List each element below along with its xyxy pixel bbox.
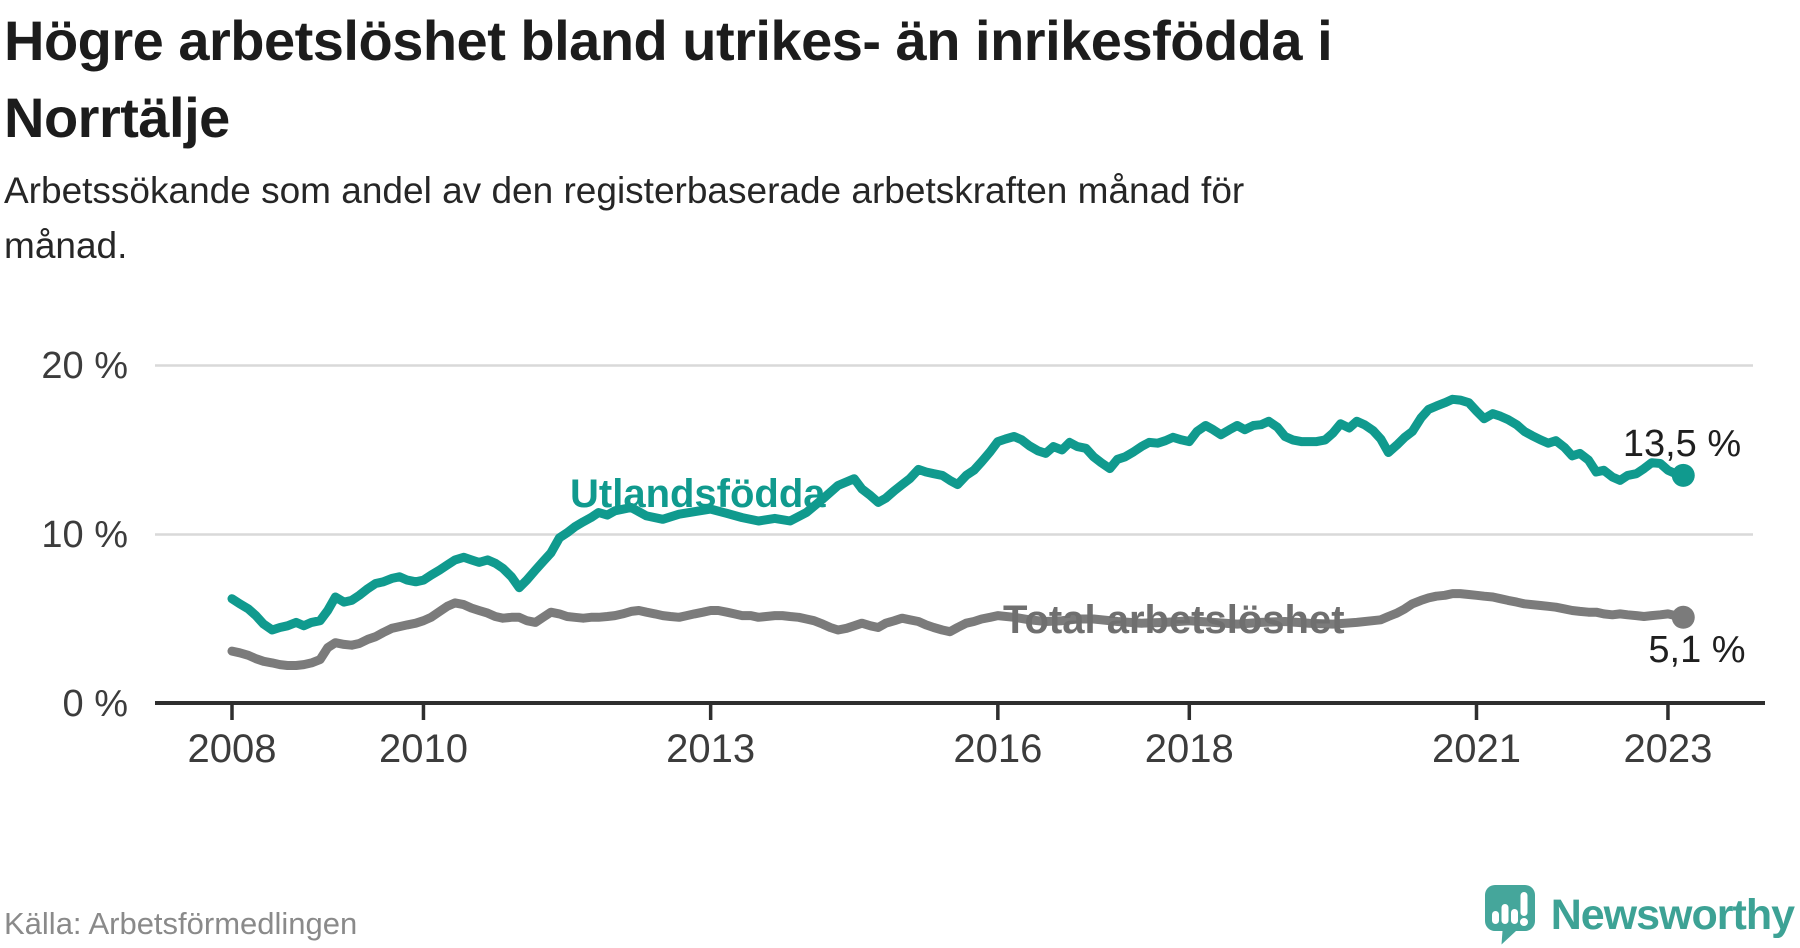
subtitle-line-1: Arbetssökande som andel av den registerb… [4,170,1245,211]
series-line-total-arbetsloshet [227,589,1688,670]
series-label-utlandsfodda: Utlandsfödda [570,472,826,516]
newsworthy-bubble-chart-icon [1484,885,1535,945]
y-tick-label: 0 % [62,682,128,725]
y-tick-label: 10 % [41,513,128,556]
source-note: Källa: Arbetsförmedlingen [4,906,358,941]
series-end-dot-total-arbetsloshet [1671,605,1695,629]
x-tick-label: 2023 [1623,727,1713,771]
x-tick-label: 2018 [1144,727,1234,771]
series-line-utlandsfodda [227,394,1688,635]
series-end-dot-utlandsfodda [1671,463,1695,487]
end-value-utlandsfodda: 13,5 % [1622,423,1742,465]
y-tick-label: 20 % [41,344,128,387]
title-line-1: Högre arbetslöshet bland utrikes- än inr… [4,9,1333,72]
x-tick-label: 2013 [666,727,756,771]
end-value-total-arbetsloshet: 5,1 % [1648,629,1746,671]
x-tick-label: 2021 [1431,727,1521,771]
series-label-total-arbetsloshet: Total arbetslöshet [1003,598,1345,642]
newsworthy-logo: Newsworthy [1484,884,1795,945]
x-tick-label: 2008 [187,727,277,771]
chart-subtitle: Arbetssökande som andel av den registerb… [4,163,1244,273]
title-line-2: Norrtälje [4,86,230,149]
subtitle-line-2: månad. [4,225,128,266]
brand-name: Newsworthy [1550,890,1795,939]
page-title: Högre arbetslöshet bland utrikes- än inr… [4,2,1333,156]
x-tick-label: 2016 [953,727,1043,771]
x-tick-label: 2010 [378,727,468,771]
